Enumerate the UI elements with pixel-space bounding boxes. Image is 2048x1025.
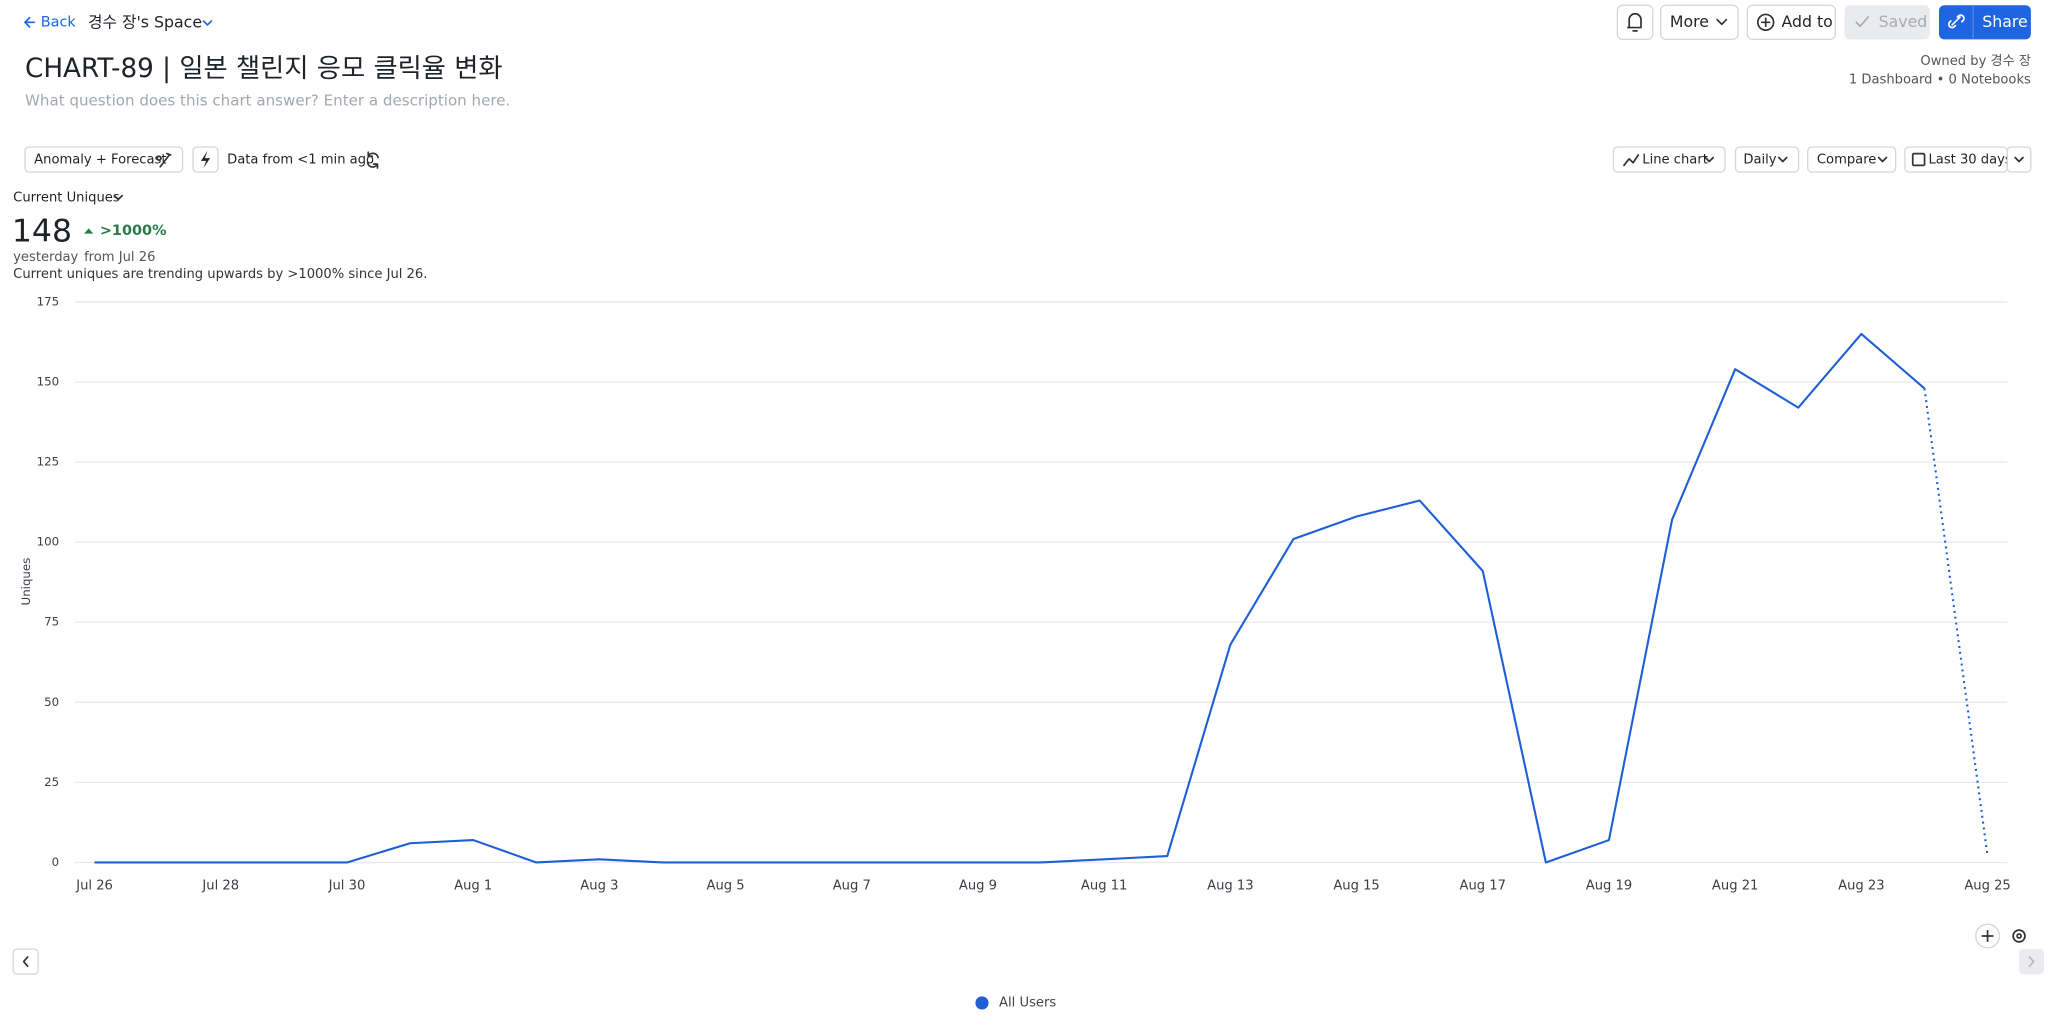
y-tick-label: 75: [44, 615, 59, 629]
y-tick-label: 175: [37, 294, 60, 308]
x-tick-label: Aug 3: [580, 879, 618, 894]
link-icon: [1948, 14, 1965, 29]
bell-icon: [1627, 12, 1642, 32]
interval-label[interactable]: Daily: [1743, 153, 1776, 168]
compare-label[interactable]: Compare: [1817, 153, 1876, 168]
share-label[interactable]: Share: [1982, 12, 2027, 31]
anomaly-button[interactable]: [24, 146, 184, 173]
chevron: [2014, 156, 2024, 163]
freshness: Data from <1 min ago: [227, 153, 374, 168]
x-tick-label: Aug 9: [959, 879, 997, 894]
space-chevron[interactable]: [202, 20, 213, 26]
back-label[interactable]: Back: [41, 14, 77, 30]
up-arrow: [84, 228, 94, 234]
metric-summary: Current uniques are trending upwards by …: [13, 267, 427, 282]
x-tick-label: Aug 1: [454, 879, 492, 894]
description[interactable]: What question does this chart answer? En…: [25, 92, 510, 110]
prev-icon: [22, 956, 29, 968]
x-tick-label: Aug 13: [1207, 879, 1253, 894]
space-name[interactable]: 경수 장's Space: [88, 12, 202, 31]
plus-icon: [1981, 929, 1994, 943]
settings-icon[interactable]: [2012, 929, 2026, 943]
chevron: [1716, 18, 1728, 26]
share-button[interactable]: [1938, 5, 2031, 40]
incomplete-line: [1923, 388, 1989, 857]
usage[interactable]: 1 Dashboard • 0 Notebooks: [1849, 73, 2031, 88]
x-tick-label: Jul 26: [75, 879, 113, 894]
metric-period: yesterday: [13, 250, 78, 265]
lightning-icon: [200, 150, 211, 169]
back-button[interactable]: Back: [24, 14, 77, 30]
y-tick-label: 125: [37, 455, 60, 469]
chevron: [113, 194, 123, 201]
saved-button[interactable]: [1844, 5, 1930, 40]
x-tick-label: Aug 15: [1333, 879, 1379, 894]
x-tick-label: Aug 19: [1586, 879, 1632, 894]
x-tick-label: Aug 17: [1460, 879, 1506, 894]
next-button[interactable]: [2019, 949, 2045, 975]
owner: Owned by 경수 장: [1920, 53, 2031, 69]
legend-label[interactable]: All Users: [999, 995, 1056, 1010]
y-tick-label: 100: [37, 535, 60, 549]
add-to-button[interactable]: [1746, 4, 1836, 41]
alert-button[interactable]: [1616, 4, 1654, 41]
check-icon: [1855, 16, 1869, 28]
chevron: [1877, 156, 1888, 163]
y-tick-label: 25: [44, 775, 59, 789]
legend-swatch[interactable]: [975, 996, 989, 1010]
metric-change: >1000%: [100, 223, 167, 239]
more-button[interactable]: [1660, 4, 1739, 41]
line-icon: [1623, 154, 1640, 167]
y-tick-label: 0: [52, 855, 60, 869]
x-tick-label: Jul 28: [201, 879, 239, 894]
interval-button[interactable]: [1734, 146, 1800, 173]
chart-type-label[interactable]: Line chart: [1642, 153, 1708, 168]
plot: 0 25 50 75 100 125 150 175 Jul 26 Jul 28 Jul 30 Aug…: [37, 294, 2011, 893]
add-icon: [1760, 17, 1771, 28]
chart-title[interactable]: CHART-89 | 일본 챌린지 응모 클릭율 변화: [25, 54, 503, 84]
metric-name[interactable]: Current Uniques: [13, 191, 120, 206]
x-tick-label: Aug 5: [707, 879, 745, 894]
more-label[interactable]: More: [1670, 12, 1709, 31]
x-tick-label: Aug 21: [1712, 879, 1758, 894]
compare-button[interactable]: [1807, 146, 1897, 173]
y-tick-label: 150: [37, 375, 60, 389]
y-axis-label: Uniques: [19, 558, 33, 606]
x-tick-label: Aug 11: [1081, 879, 1127, 894]
add-to-label[interactable]: Add to: [1781, 12, 1832, 31]
next-icon: [2028, 956, 2035, 968]
chevron: [1777, 156, 1788, 163]
metric-since: from Jul 26: [84, 250, 155, 265]
x-tick-label: Aug 25: [1964, 879, 2010, 894]
x-tick-label: Aug 23: [1838, 879, 1884, 894]
x-tick-label: Jul 30: [328, 879, 366, 894]
saved-label[interactable]: Saved: [1879, 12, 1928, 31]
prev-button[interactable]: [12, 948, 39, 975]
add-icon: [1756, 13, 1775, 32]
chevron: [1704, 156, 1715, 163]
legend: All Users: [975, 995, 1056, 1010]
refresh-icon[interactable]: [366, 151, 379, 169]
calendar-icon: [1911, 152, 1926, 167]
y-tick-label: 50: [44, 695, 59, 709]
anomaly-icon: [156, 152, 172, 168]
range-dropdown[interactable]: [2006, 146, 2032, 173]
range-label[interactable]: Last 30 days: [1928, 153, 2011, 168]
line: [94, 332, 1926, 864]
x-tick-label: Aug 7: [833, 879, 871, 894]
anomaly-label[interactable]: Anomaly + Forecast: [34, 153, 166, 168]
chart-type-button[interactable]: [1612, 146, 1726, 173]
metric-value: 148: [12, 213, 72, 249]
settings-icon: [2016, 933, 2022, 939]
